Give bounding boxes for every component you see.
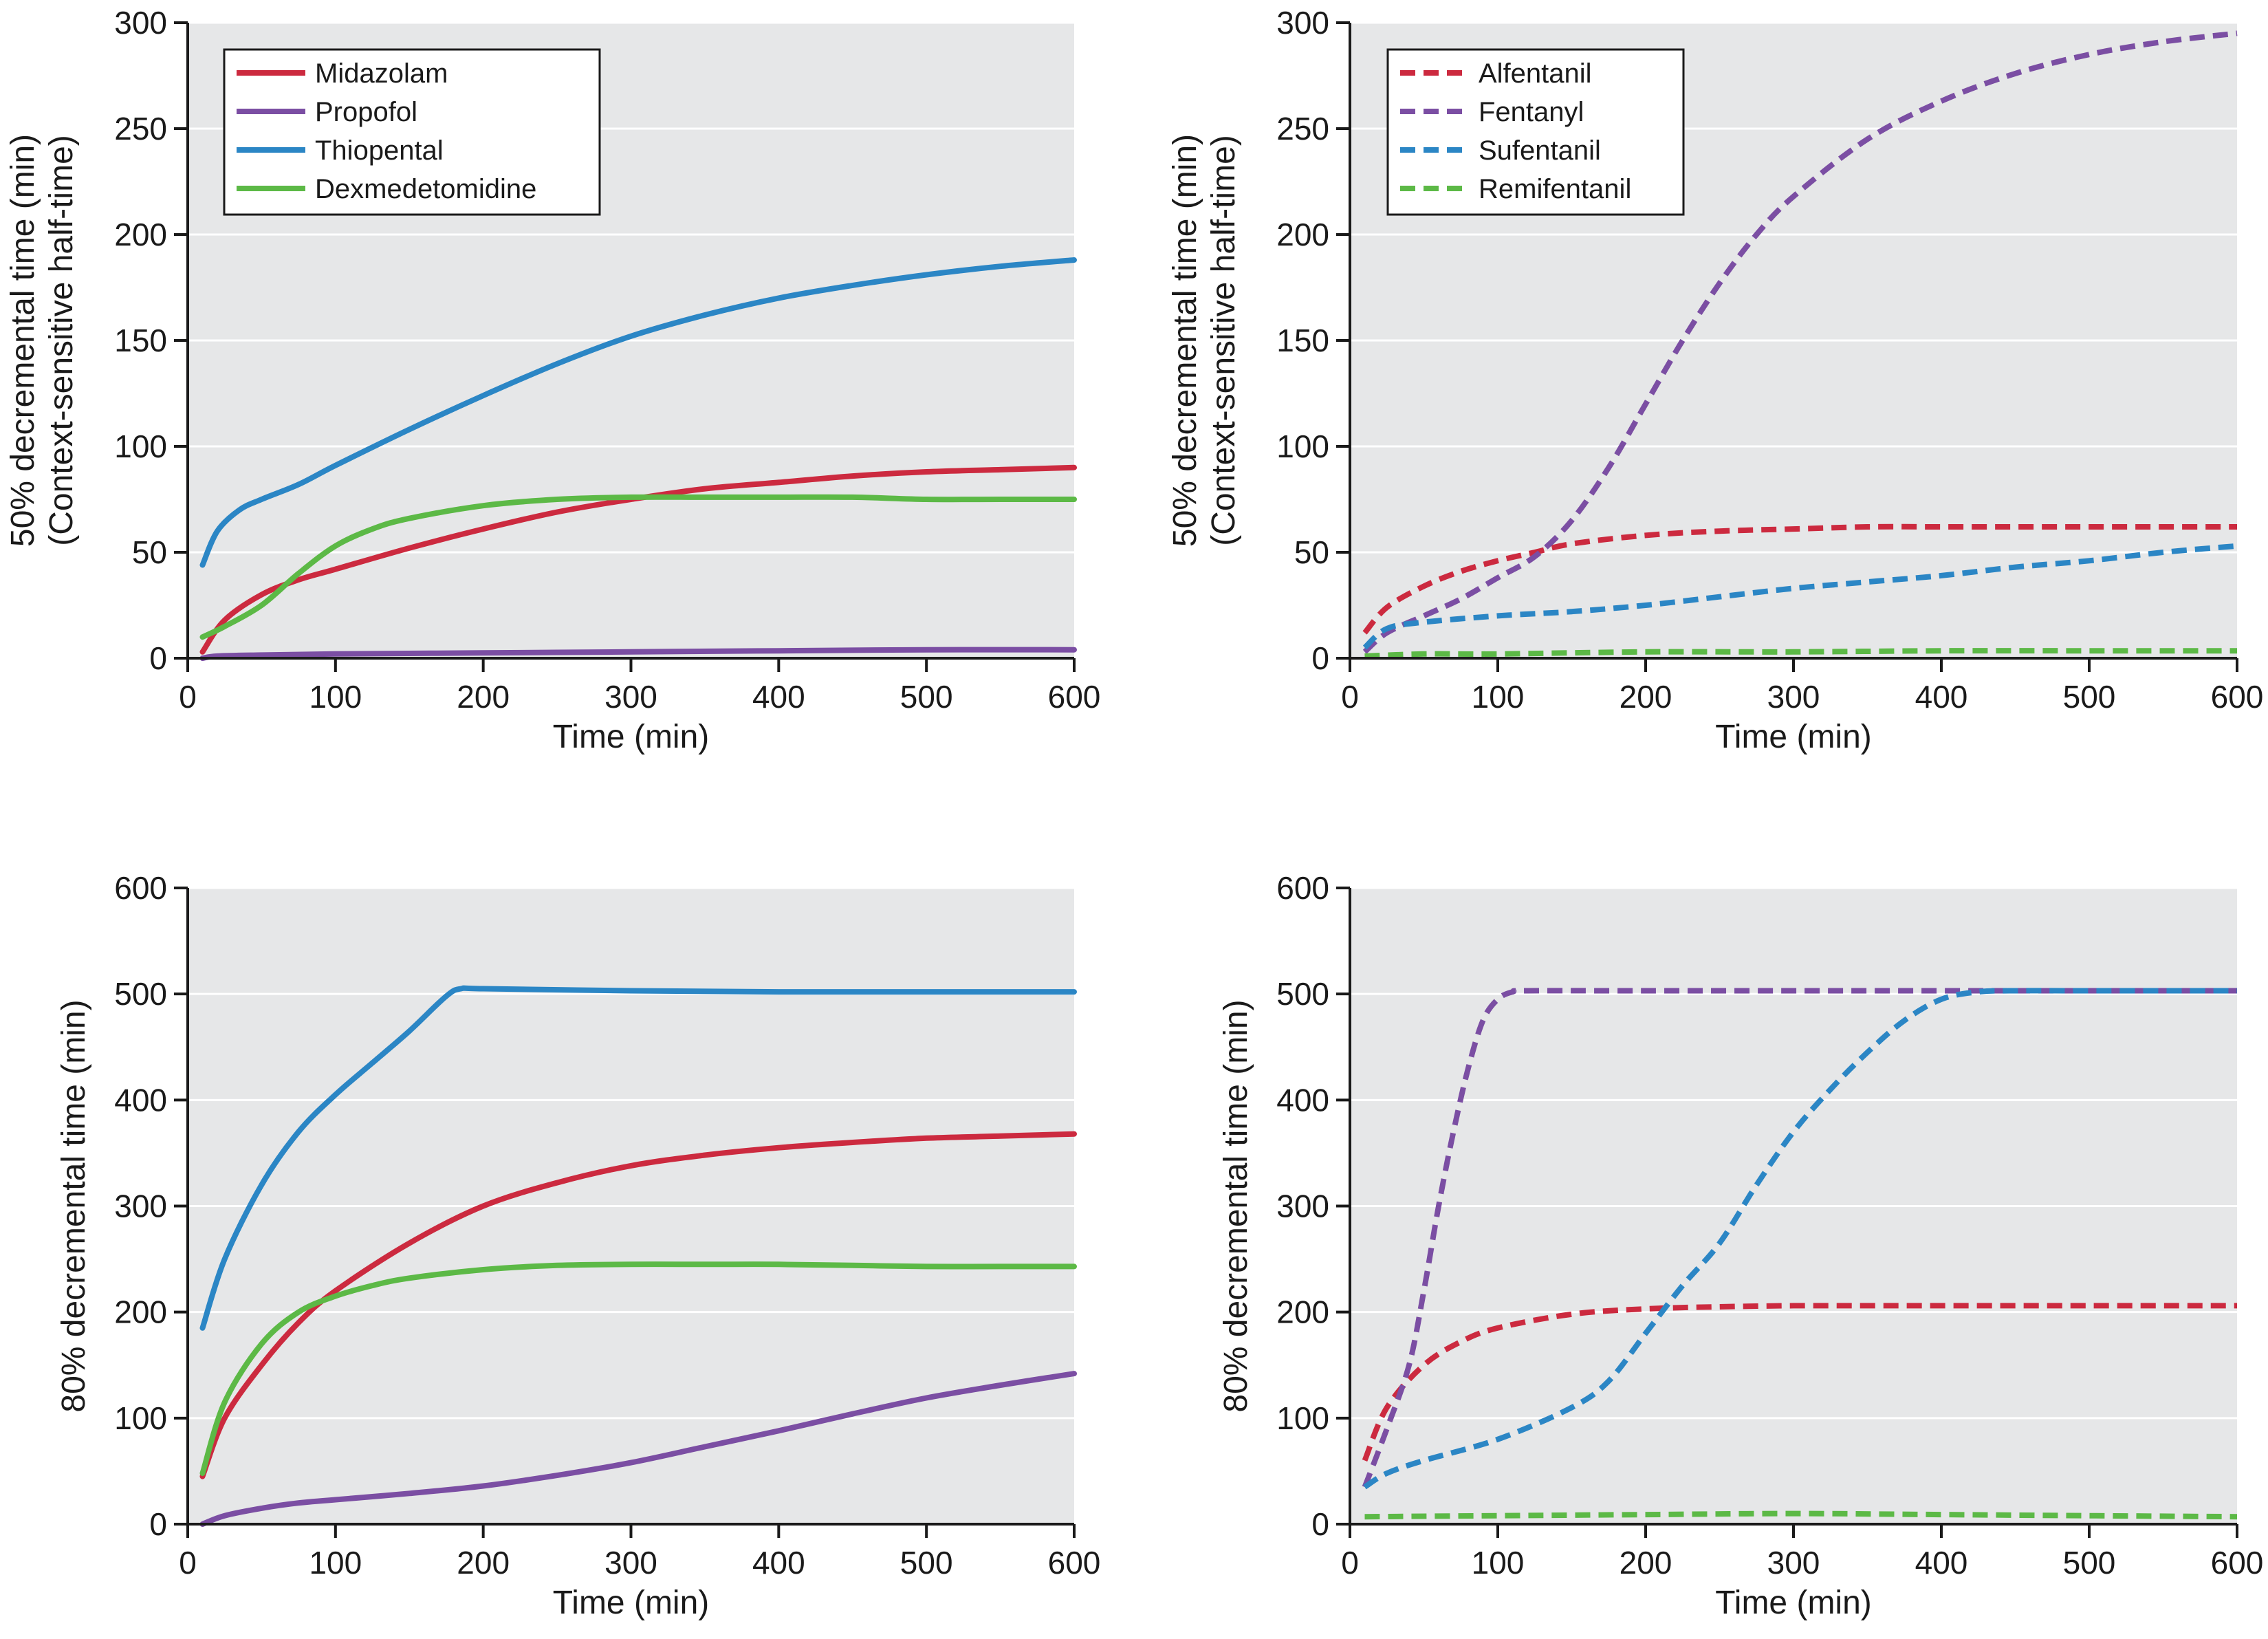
legend-label-dexmedetomidine: Dexmedetomidine: [315, 174, 536, 204]
legend-label-propofol: Propofol: [315, 97, 417, 127]
x-axis-label: Time (min): [553, 1585, 710, 1621]
chart-top-right: 0 50 100 150 200 250 300 0 100 200 300 400 500 600 Tim…: [1167, 5, 2263, 755]
x-tick-label: 0: [1341, 1545, 1359, 1581]
chart-bottom-left: 0 100 200 300 400 500 600 0 100 200 300 400 500 600 Ti…: [56, 870, 1100, 1621]
x-tick-label: 300: [604, 1545, 657, 1581]
y-tick-label: 100: [1276, 428, 1329, 464]
y-tick-label: 200: [114, 1294, 167, 1330]
chart-top-left: 0 50 100 150 200 250 300 0 100 200 300 400 500 600 Tim…: [5, 5, 1100, 755]
x-tick-label: 0: [179, 1545, 197, 1581]
x-tick-label: 400: [752, 679, 805, 715]
legend-label-fentanyl: Fentanyl: [1479, 97, 1584, 127]
x-tick-label: 0: [1341, 679, 1359, 715]
y-tick-label: 400: [1276, 1082, 1329, 1118]
y-tick-label: 600: [114, 870, 167, 906]
y-tick-label: 250: [114, 111, 167, 146]
y-axis-label: 80% decremental time (min): [1218, 999, 1254, 1412]
x-tick-label: 500: [900, 679, 953, 715]
series-line-remifentanil: [1364, 648, 2237, 659]
x-axis-label: Time (min): [553, 719, 710, 755]
series-line-dexmedetomidine: [199, 494, 1077, 640]
x-tick-label: 0: [179, 679, 197, 715]
y-tick-label: 0: [149, 1506, 167, 1542]
x-tick-label: 200: [1620, 1545, 1672, 1581]
y-tick-label: 0: [149, 640, 167, 676]
x-tick-label: 600: [2211, 1545, 2264, 1581]
y-tick-label: 200: [114, 217, 167, 252]
series-line-alfentanil: [1362, 1303, 2237, 1462]
y-tick-label: 50: [132, 534, 167, 570]
y-tick-label: 200: [1276, 1294, 1329, 1330]
x-tick-label: 100: [1472, 679, 1525, 715]
x-tick-label: 400: [752, 1545, 805, 1581]
y-axis-label: 50% decremental time (min): [1167, 134, 1203, 547]
series-line-remifentanil: [1364, 1510, 2238, 1520]
y-tick-label: 500: [114, 976, 167, 1012]
series-line-midazolam: [199, 1131, 1077, 1479]
x-tick-label: 600: [2211, 679, 2264, 715]
legend: Midazolam Propofol Thiopental Dexmedetomidi…: [223, 48, 601, 216]
y-tick-label: 400: [114, 1082, 167, 1118]
y-tick-label: 600: [1276, 870, 1329, 906]
x-tick-label: 300: [1767, 1545, 1820, 1581]
legend-label-thiopental: Thiopental: [315, 135, 444, 166]
y-tick-label: 100: [114, 1400, 167, 1436]
y-axis-label: (Context-sensitive half-time): [43, 135, 80, 546]
y-axis-label: 50% decremental time (min): [5, 134, 41, 547]
y-tick-label: 500: [1276, 976, 1329, 1012]
series-line-sufentanil: [1363, 988, 2237, 1490]
x-tick-label: 600: [1048, 679, 1101, 715]
legend-label-midazolam: Midazolam: [315, 58, 448, 89]
y-tick-label: 50: [1294, 534, 1329, 570]
x-tick-label: 500: [900, 1545, 953, 1581]
series-line-propofol: [199, 647, 1077, 661]
y-axis-label: 80% decremental time (min): [56, 999, 92, 1412]
series-line-thiopental: [199, 257, 1077, 568]
x-tick-label: 200: [457, 679, 510, 715]
y-axis-label: (Context-sensitive half-time): [1206, 135, 1242, 546]
x-tick-label: 200: [457, 1545, 510, 1581]
legend: Alfentanil Fentanyl Sufentanil Remifentanil: [1386, 48, 1685, 216]
series-line-alfentanil: [1362, 523, 2237, 635]
series-line-fentanyl: [1362, 30, 2238, 654]
y-tick-label: 200: [1276, 217, 1329, 252]
series-line-thiopental: [199, 985, 1077, 1331]
x-tick-label: 100: [309, 1545, 362, 1581]
x-tick-label: 100: [309, 679, 362, 715]
x-tick-label: 500: [2063, 679, 2116, 715]
x-tick-label: 300: [604, 679, 657, 715]
x-tick-label: 400: [1915, 679, 1968, 715]
legend-label-remifentanil: Remifentanil: [1479, 174, 1631, 204]
x-tick-label: 500: [2063, 1545, 2116, 1581]
x-tick-label: 400: [1915, 1545, 1968, 1581]
series-line-fentanyl: [1362, 988, 2237, 1488]
legend-label-sufentanil: Sufentanil: [1479, 135, 1601, 166]
y-tick-label: 300: [114, 5, 167, 41]
x-tick-label: 200: [1620, 679, 1672, 715]
x-tick-label: 100: [1472, 1545, 1525, 1581]
y-tick-label: 0: [1311, 1506, 1329, 1542]
x-tick-label: 600: [1048, 1545, 1101, 1581]
x-axis-label: Time (min): [1715, 1585, 1872, 1621]
y-tick-label: 100: [1276, 1400, 1329, 1436]
y-tick-label: 0: [1311, 640, 1329, 676]
x-axis-label: Time (min): [1715, 719, 1872, 755]
y-tick-label: 250: [1276, 111, 1329, 146]
x-tick-label: 300: [1767, 679, 1820, 715]
y-tick-label: 150: [114, 323, 167, 358]
series-line-propofol: [199, 1371, 1077, 1527]
y-tick-label: 300: [114, 1188, 167, 1224]
y-tick-label: 300: [1276, 5, 1329, 41]
y-tick-label: 100: [114, 428, 167, 464]
chart-bottom-right: 0 100 200 300 400 500 600 0 100 200 300 400 500 600 Ti…: [1218, 870, 2263, 1621]
series-line-sufentanil: [1362, 543, 2238, 650]
series-line-dexmedetomidine: [199, 1261, 1077, 1476]
y-tick-label: 300: [1276, 1188, 1329, 1224]
legend-label-alfentanil: Alfentanil: [1479, 58, 1592, 89]
y-tick-label: 150: [1276, 323, 1329, 358]
